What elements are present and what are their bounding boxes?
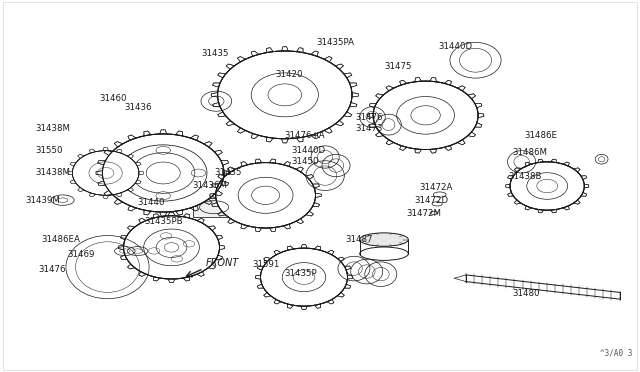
Text: 31438B: 31438B [509,172,542,181]
Text: 31439M: 31439M [26,196,60,205]
Text: 31440: 31440 [138,198,165,207]
Ellipse shape [397,96,454,134]
Text: FRONT: FRONT [206,258,239,268]
Ellipse shape [527,173,568,199]
Ellipse shape [282,263,326,292]
Text: 31436: 31436 [125,103,152,112]
Text: 31435PA: 31435PA [317,38,355,47]
Text: 31472M: 31472M [406,209,442,218]
Text: 31440D: 31440D [291,146,325,155]
Ellipse shape [132,153,195,193]
Ellipse shape [218,51,352,139]
Ellipse shape [146,162,180,184]
Text: 31476+A: 31476+A [285,131,325,140]
Ellipse shape [260,248,348,306]
Text: 31435: 31435 [202,49,229,58]
Text: 31486M: 31486M [512,148,547,157]
Text: 31472D: 31472D [415,196,449,205]
Text: 31480: 31480 [512,289,540,298]
Text: 31460: 31460 [99,94,127,103]
Ellipse shape [252,73,319,117]
Text: 31436M: 31436M [192,182,227,190]
Text: 31450: 31450 [291,157,319,166]
Ellipse shape [238,177,293,213]
Text: 31476: 31476 [355,113,383,122]
Text: 31472A: 31472A [419,183,452,192]
Text: 31591: 31591 [253,260,280,269]
Text: 31438M: 31438M [35,169,70,177]
Text: 31420: 31420 [275,70,303,79]
Ellipse shape [124,216,220,279]
Text: 31469: 31469 [67,250,95,259]
Ellipse shape [360,247,408,260]
Ellipse shape [216,163,316,228]
Text: 31486E: 31486E [525,131,558,140]
Ellipse shape [72,151,139,195]
Ellipse shape [156,237,187,257]
Text: 31486EA: 31486EA [42,235,81,244]
Ellipse shape [120,145,207,201]
Ellipse shape [89,162,122,184]
Text: 31435P: 31435P [285,269,317,278]
Text: 31473: 31473 [355,124,383,133]
Ellipse shape [360,233,408,246]
Ellipse shape [373,81,478,150]
Text: 31438M: 31438M [35,124,70,133]
Ellipse shape [102,134,224,212]
Text: 31487: 31487 [346,235,373,244]
Text: 31435PB: 31435PB [144,217,182,226]
Text: 31435: 31435 [214,169,242,177]
Text: ^3/A0 3: ^3/A0 3 [600,348,632,357]
Ellipse shape [144,229,200,266]
Text: 31475: 31475 [384,62,412,71]
Ellipse shape [510,162,584,210]
Text: 31440D: 31440D [438,42,472,51]
Text: 31476: 31476 [38,265,66,274]
Text: 31550: 31550 [35,146,63,155]
Bar [193,198,235,217]
